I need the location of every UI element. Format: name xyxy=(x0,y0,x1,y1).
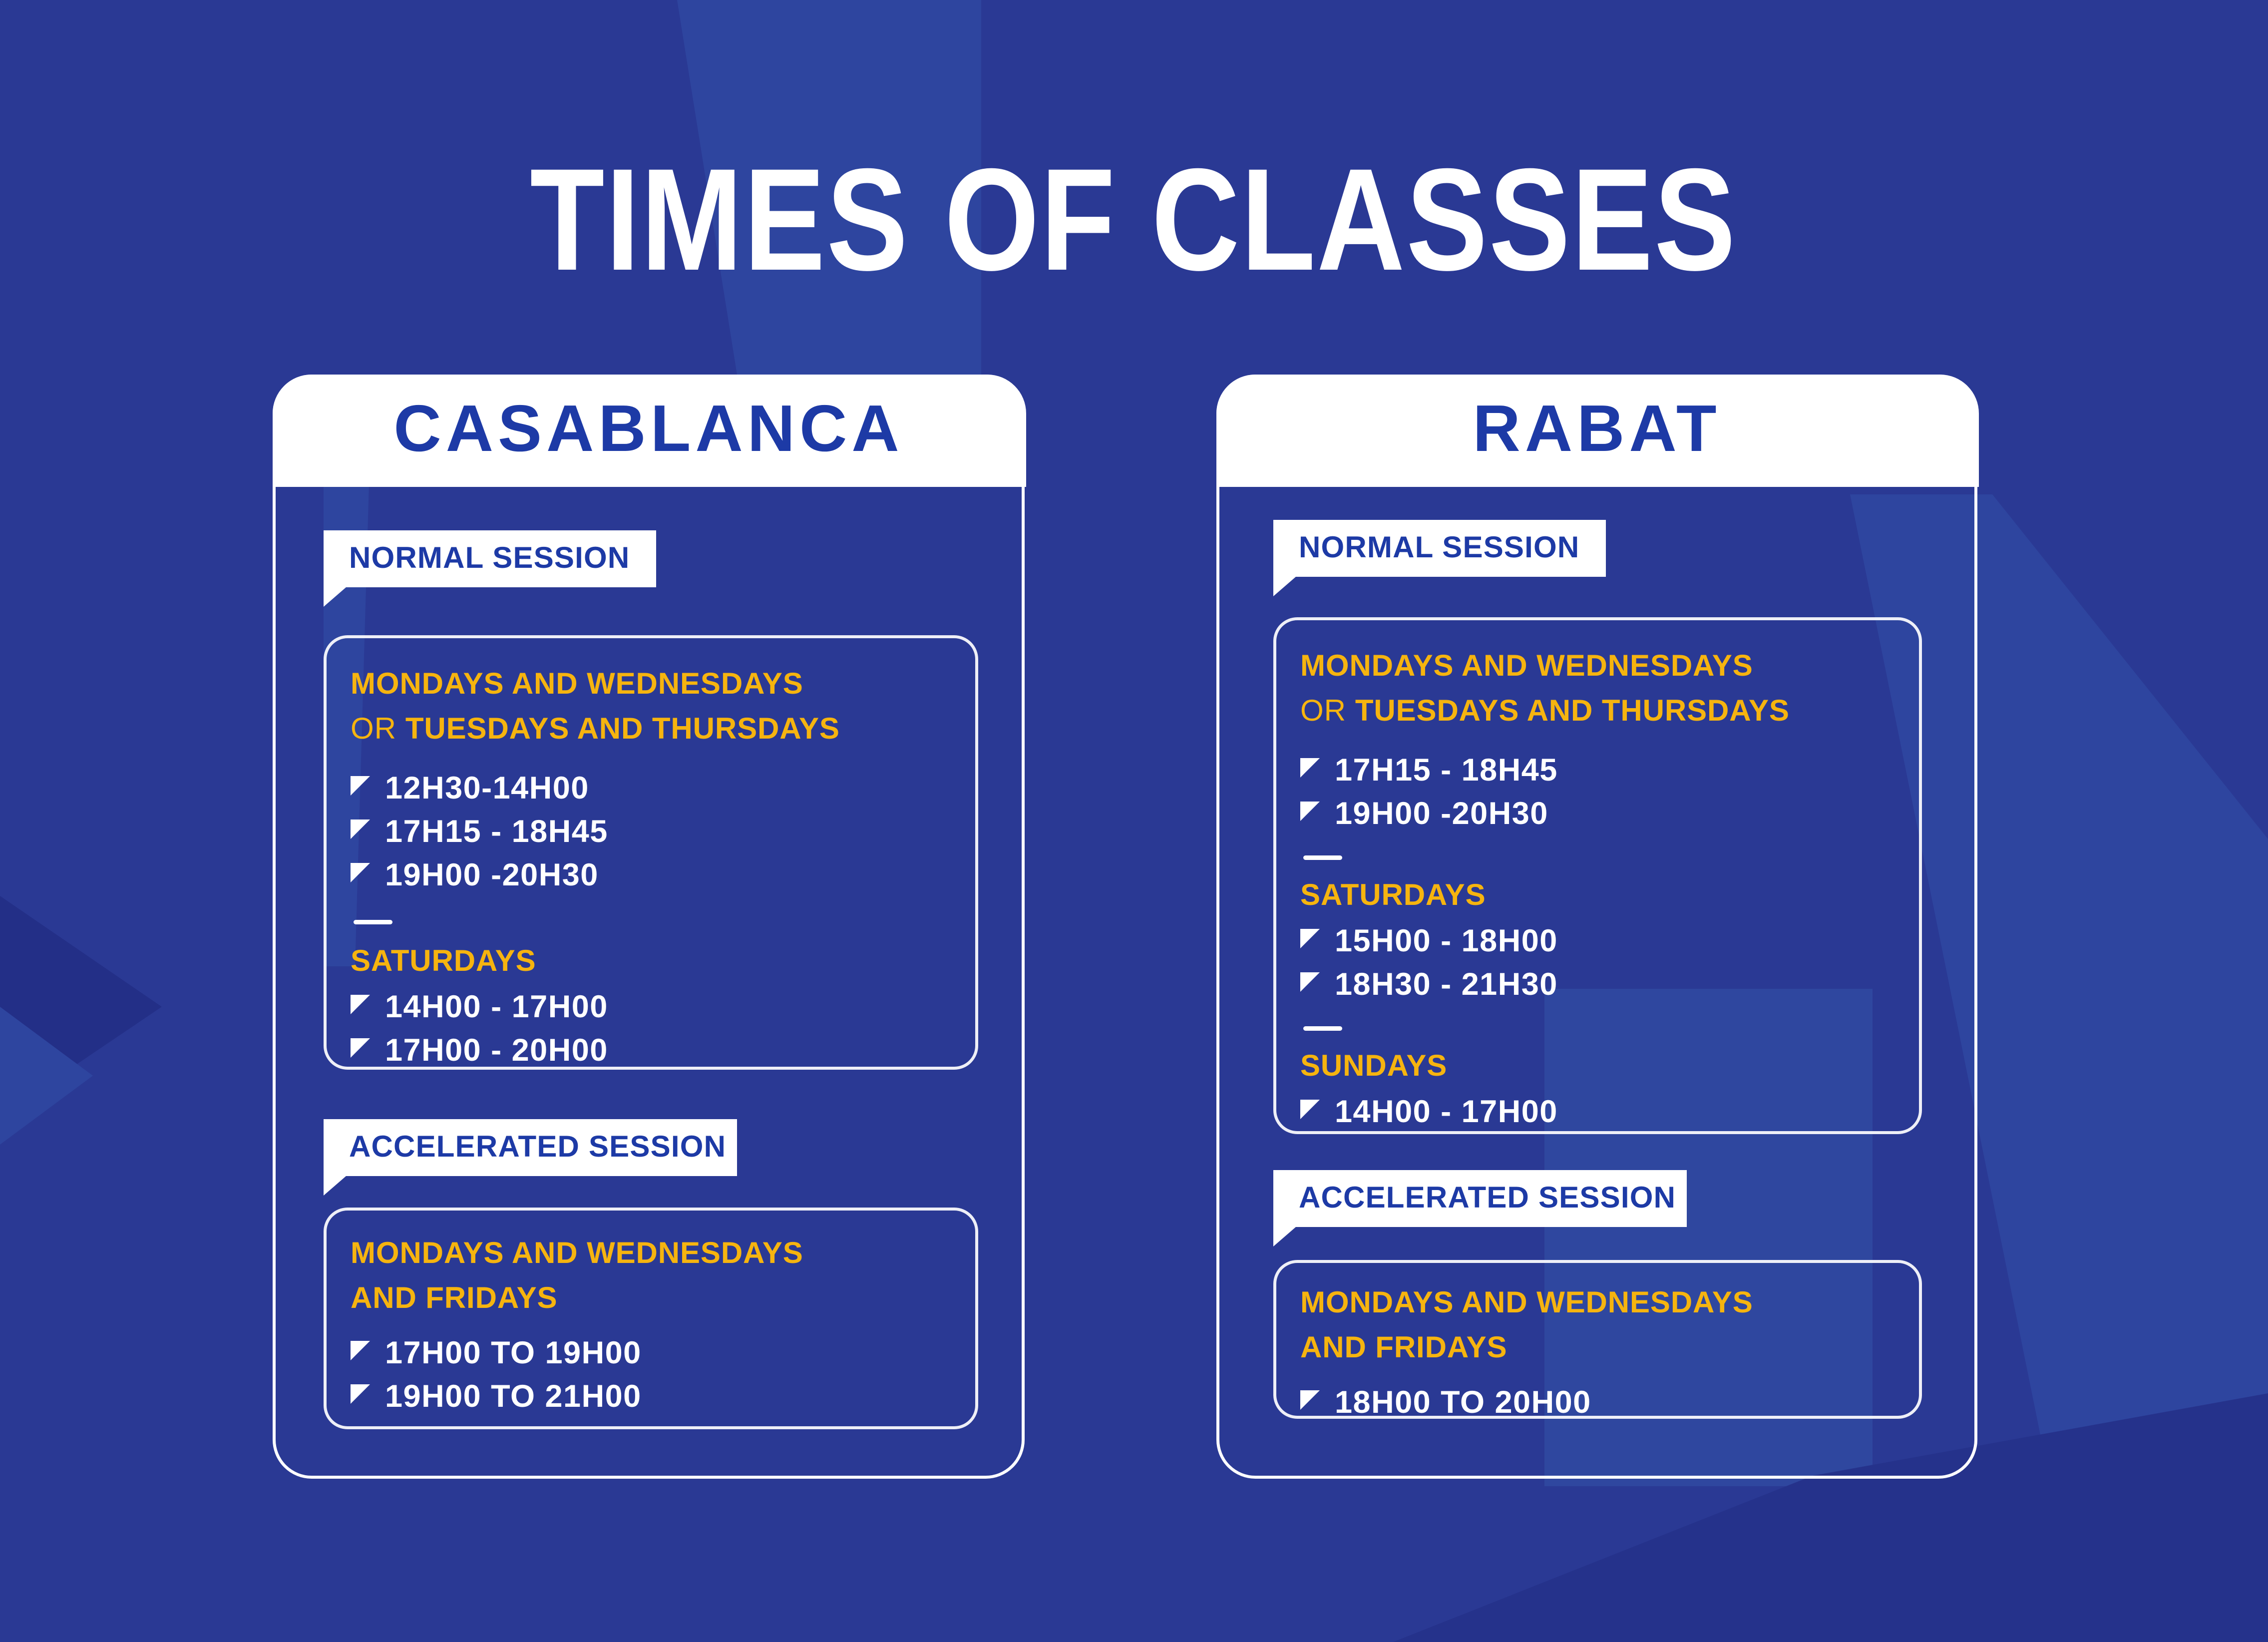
time-row: 17H15 - 18H45 xyxy=(1300,751,1898,794)
accelerated-session-tag: ACCELERATED SESSION xyxy=(1273,1170,1687,1227)
day-heading: MONDAYS AND WEDNESDAYS xyxy=(351,668,803,701)
time-row: 18H30 - 21H30 xyxy=(1300,965,1898,1008)
time-row: 15H00 - 18H00 xyxy=(1300,921,1898,965)
day-heading: AND FRIDAYS xyxy=(351,1282,558,1315)
time-text: 14H00 - 17H00 xyxy=(1335,1095,1558,1130)
triangle-bullet-icon xyxy=(1300,929,1320,948)
tag-label: ACCELERATED SESSION xyxy=(349,1130,727,1164)
normal-session-tag: NORMAL SESSION xyxy=(324,530,656,587)
time-text: 12H30-14H00 xyxy=(385,772,589,806)
triangle-bullet-icon xyxy=(351,863,370,882)
triangle-bullet-icon xyxy=(351,995,370,1014)
city-name: RABAT xyxy=(1473,393,1721,466)
time-row: 19H00 TO 21H00 xyxy=(351,1377,954,1420)
tag-tail-icon xyxy=(1273,1227,1296,1246)
triangle-bullet-icon xyxy=(1300,1100,1320,1119)
day-heading: SATURDAYS xyxy=(1300,879,1486,912)
tag-label: NORMAL SESSION xyxy=(1299,531,1580,564)
time-row: 14H00 - 17H00 xyxy=(351,987,954,1031)
time-row: 14H00 - 17H00 xyxy=(1300,1092,1898,1136)
day-heading: OR TUESDAYS AND THURSDAYS xyxy=(1300,689,1898,734)
time-row: 18H00 TO 20H00 xyxy=(1300,1383,1898,1426)
day-heading: AND FRIDAYS xyxy=(1300,1332,1508,1365)
tag-tail-icon xyxy=(324,587,346,607)
day-heading: SUNDAYS xyxy=(1300,1050,1448,1083)
time-row: 17H15 - 18H45 xyxy=(351,812,954,855)
card-casablanca: CASABLANCA NORMAL SESSION MONDAYS AND WE… xyxy=(272,374,1026,1479)
day-heading: SATURDAYS xyxy=(351,945,536,978)
divider xyxy=(1303,855,1342,860)
time-text: 17H15 - 18H45 xyxy=(385,815,608,849)
triangle-bullet-icon xyxy=(1300,1390,1320,1410)
or-text: OR xyxy=(351,713,396,746)
tag-label: ACCELERATED SESSION xyxy=(1299,1181,1676,1215)
time-text: 15H00 - 18H00 xyxy=(1335,924,1558,959)
accelerated-session-tag: ACCELERATED SESSION xyxy=(324,1119,737,1176)
triangle-bullet-icon xyxy=(351,1384,370,1404)
triangle-bullet-icon xyxy=(1300,972,1320,992)
time-text: 17H00 TO 19H00 xyxy=(385,1336,642,1371)
tag-label: NORMAL SESSION xyxy=(349,541,630,575)
time-row: 17H00 - 20H00 xyxy=(351,1031,954,1074)
time-text: 17H15 - 18H45 xyxy=(1335,754,1558,788)
tag-tail-icon xyxy=(324,1176,346,1196)
divider xyxy=(354,920,392,924)
card-rabat-header: RABAT xyxy=(1215,374,1978,486)
page-title: TIMES OF CLASSES xyxy=(530,138,1738,301)
day-heading-text: TUESDAYS AND THURSDAYS xyxy=(405,713,840,746)
divider xyxy=(1303,1026,1342,1031)
triangle-bullet-icon xyxy=(351,776,370,796)
triangle-bullet-icon xyxy=(351,1341,370,1360)
normal-session-tag: NORMAL SESSION xyxy=(1273,520,1606,577)
time-text: 19H00 -20H30 xyxy=(385,858,599,893)
time-row: 17H00 TO 19H00 xyxy=(351,1333,954,1377)
time-text: 17H00 - 20H00 xyxy=(385,1034,608,1068)
time-text: 18H00 TO 20H00 xyxy=(1335,1386,1591,1420)
triangle-bullet-icon xyxy=(1300,802,1320,821)
normal-session-box: MONDAYS AND WEDNESDAYS OR TUESDAYS AND TH… xyxy=(1273,617,1922,1134)
triangle-bullet-icon xyxy=(1300,758,1320,778)
day-heading-text: TUESDAYS AND THURSDAYS xyxy=(1355,695,1790,728)
day-heading: MONDAYS AND WEDNESDAYS xyxy=(1300,1287,1753,1320)
time-text: 19H00 TO 21H00 xyxy=(385,1380,642,1414)
tag-tail-icon xyxy=(1273,577,1296,596)
or-text: OR xyxy=(1300,695,1346,728)
time-row: 19H00 -20H30 xyxy=(351,855,954,899)
card-casablanca-header: CASABLANCA xyxy=(272,374,1026,486)
city-name: CASABLANCA xyxy=(393,393,904,466)
triangle-bullet-icon xyxy=(351,820,370,839)
day-heading: MONDAYS AND WEDNESDAYS xyxy=(1300,650,1753,683)
time-row: 19H00 -20H30 xyxy=(1300,794,1898,837)
card-rabat: RABAT NORMAL SESSION MONDAYS AND WEDNESD… xyxy=(1215,374,1978,1479)
day-heading: OR TUESDAYS AND THURSDAYS xyxy=(351,707,954,752)
time-text: 14H00 - 17H00 xyxy=(385,990,608,1025)
time-row: 12H30-14H00 xyxy=(351,769,954,812)
day-heading: MONDAYS AND WEDNESDAYS xyxy=(351,1237,803,1270)
accelerated-session-box: MONDAYS AND WEDNESDAYS AND FRIDAYS 18H00… xyxy=(1273,1260,1922,1420)
accelerated-session-box: MONDAYS AND WEDNESDAYS AND FRIDAYS 17H00… xyxy=(324,1208,978,1429)
time-text: 18H30 - 21H30 xyxy=(1335,968,1558,1002)
time-text: 19H00 -20H30 xyxy=(1335,797,1548,831)
normal-session-box: MONDAYS AND WEDNESDAYS OR TUESDAYS AND TH… xyxy=(324,635,978,1070)
triangle-bullet-icon xyxy=(351,1038,370,1058)
